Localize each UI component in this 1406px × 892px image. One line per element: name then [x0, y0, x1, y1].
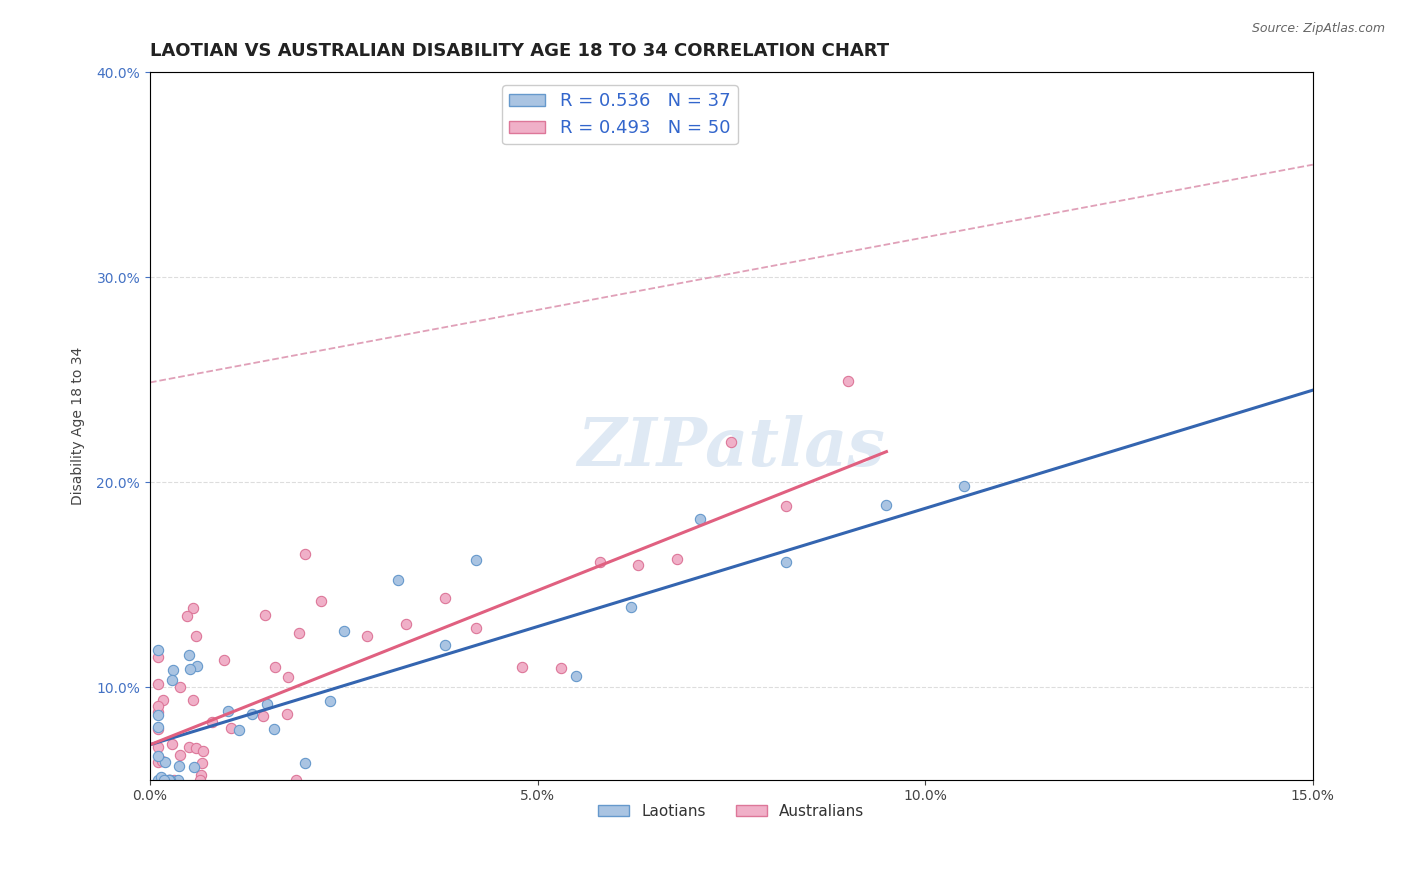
Point	[169, 681, 191, 695]
Point	[188, 772, 211, 787]
Point	[433, 638, 456, 652]
Point	[146, 676, 169, 690]
Point	[160, 738, 183, 752]
Point	[720, 434, 742, 449]
Point	[152, 693, 174, 707]
Point	[146, 756, 169, 770]
Point	[285, 772, 308, 787]
Point	[146, 649, 169, 664]
Point	[875, 498, 897, 512]
Point	[181, 601, 204, 615]
Point	[263, 660, 285, 674]
Point	[387, 573, 409, 587]
Point	[240, 706, 263, 721]
Point	[162, 664, 184, 678]
Point	[288, 626, 311, 640]
Point	[356, 629, 378, 643]
Point	[179, 662, 201, 676]
Point	[186, 741, 208, 756]
Point	[837, 374, 859, 388]
Point	[565, 669, 588, 683]
Legend: Laotians, Australians: Laotians, Australians	[592, 797, 870, 825]
Point	[176, 609, 198, 624]
Point	[263, 722, 285, 736]
Point	[775, 555, 797, 569]
Point	[256, 697, 278, 711]
Point	[181, 693, 204, 707]
Point	[219, 721, 242, 735]
Point	[191, 756, 214, 770]
Point	[150, 755, 173, 769]
Point	[146, 739, 169, 754]
Point	[150, 772, 173, 787]
Point	[254, 608, 277, 623]
Point	[146, 749, 169, 764]
Point	[395, 617, 418, 632]
Y-axis label: Disability Age 18 to 34: Disability Age 18 to 34	[72, 347, 86, 505]
Point	[228, 723, 250, 737]
Point	[167, 759, 190, 773]
Point	[183, 759, 205, 773]
Point	[169, 748, 191, 763]
Point	[332, 624, 354, 638]
Point	[146, 698, 169, 713]
Point	[153, 772, 176, 787]
Point	[146, 705, 169, 719]
Text: ZIPatlas: ZIPatlas	[578, 415, 886, 480]
Text: LAOTIAN VS AUSTRALIAN DISABILITY AGE 18 TO 34 CORRELATION CHART: LAOTIAN VS AUSTRALIAN DISABILITY AGE 18 …	[150, 42, 889, 60]
Point	[620, 599, 643, 614]
Point	[166, 772, 188, 787]
Text: Source: ZipAtlas.com: Source: ZipAtlas.com	[1251, 22, 1385, 36]
Point	[319, 694, 342, 708]
Point	[146, 643, 169, 657]
Point	[464, 621, 486, 635]
Point	[190, 768, 212, 782]
Point	[179, 740, 201, 755]
Point	[157, 772, 180, 787]
Point	[433, 591, 456, 605]
Point	[464, 553, 486, 567]
Point	[159, 772, 181, 787]
Point	[294, 756, 316, 770]
Point	[217, 704, 239, 718]
Point	[184, 629, 207, 643]
Point	[146, 720, 169, 734]
Point	[309, 593, 332, 607]
Point	[191, 744, 214, 758]
Point	[177, 648, 200, 662]
Point	[775, 499, 797, 513]
Point	[588, 555, 610, 569]
Point	[157, 772, 180, 787]
Point	[159, 772, 181, 787]
Point	[153, 756, 176, 770]
Point	[666, 551, 689, 566]
Point	[146, 708, 169, 723]
Point	[510, 660, 533, 674]
Point	[252, 708, 274, 723]
Point	[550, 661, 572, 675]
Point	[277, 670, 299, 684]
Point	[163, 772, 186, 787]
Point	[162, 673, 184, 687]
Point	[150, 770, 173, 784]
Point	[689, 512, 711, 526]
Point	[200, 715, 222, 730]
Point	[294, 547, 316, 561]
Point	[276, 706, 298, 721]
Point	[953, 479, 976, 493]
Point	[150, 772, 173, 787]
Point	[627, 558, 650, 573]
Point	[146, 723, 169, 737]
Point	[146, 772, 169, 787]
Point	[156, 772, 179, 787]
Point	[212, 653, 235, 667]
Point	[186, 659, 208, 673]
